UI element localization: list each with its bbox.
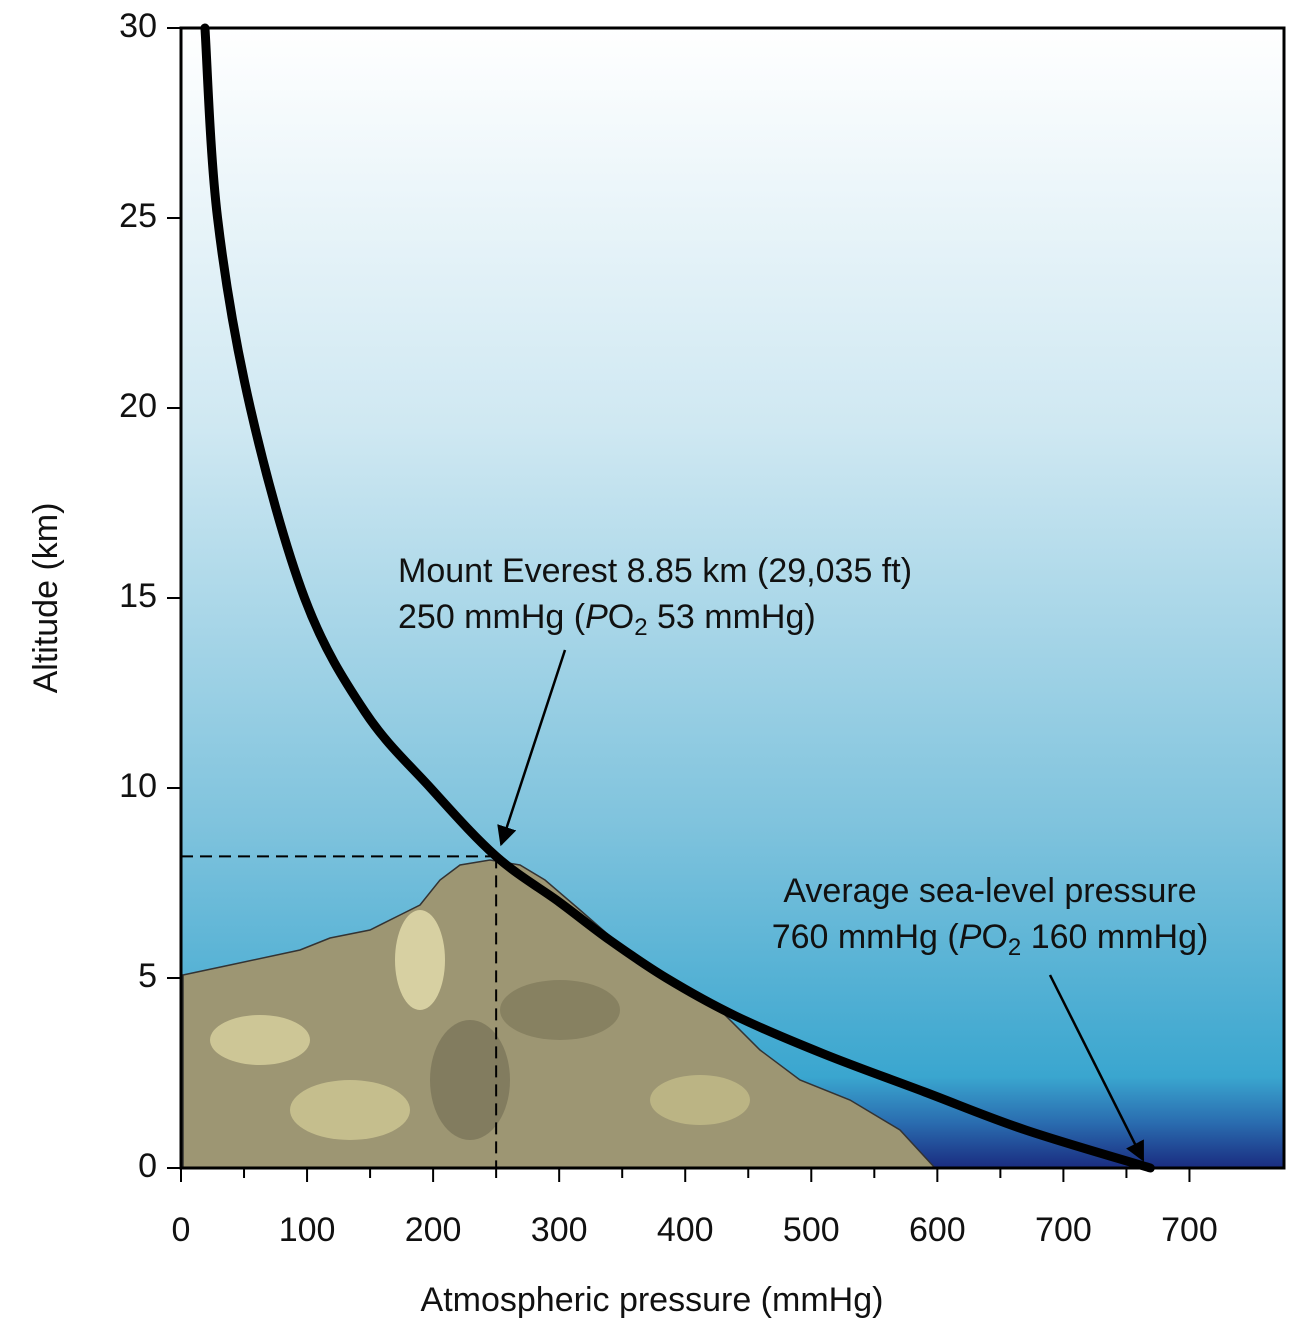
annotation-part: Average sea-level pressure [783,872,1196,910]
annotation-arrow [1048,974,1145,1162]
annotation-part: O [608,598,634,636]
x-tick-label: 700 [1035,1211,1092,1249]
annotation-text: Average sea-level pressure [783,872,1196,910]
y-tick-label: 0 [138,1147,157,1185]
mountain [182,859,937,1169]
annotation-part: P [585,598,608,636]
x-tick-label: 100 [279,1211,336,1249]
annotation-part: 160 mmHg) [1021,918,1208,956]
annotation-part: 250 mmHg ( [398,598,586,636]
x-tick-label: 300 [531,1211,588,1249]
x-tick-label: 600 [909,1211,966,1249]
y-tick-label: 30 [119,7,157,45]
annotation-part: 53 mmHg) [648,598,816,636]
x-tick-label: 0 [172,1211,191,1249]
annotation-part: Mount Everest 8.85 km (29,035 ft) [398,552,912,590]
annotation-part: P [959,918,982,956]
y-axis-label: Altitude (km) [27,503,65,694]
pressure-curve [200,23,1155,1173]
annotation-part: 2 [634,614,647,641]
x-tick-label: 500 [783,1211,840,1249]
annotation-text: 760 mmHg (PO2 160 mmHg) [772,918,1209,961]
annotation-part: 2 [1008,934,1021,961]
x-tick-label: 400 [657,1211,714,1249]
y-tick-label: 5 [138,957,157,995]
y-tick-label: 20 [119,387,157,425]
x-axis-label: Atmospheric pressure (mmHg) [421,1281,884,1319]
y-tick-label: 25 [119,197,157,235]
x-tick-label: 200 [405,1211,462,1249]
annotation-text: 250 mmHg (PO2 53 mmHg) [398,598,816,641]
annotation-arrow [497,649,567,847]
annotation-part: 760 mmHg ( [772,918,960,956]
y-tick-label: 15 [119,577,157,615]
x-tick-label: 700 [1161,1211,1218,1249]
annotation-part: O [981,918,1007,956]
y-tick-label: 10 [119,767,157,805]
annotation-text: Mount Everest 8.85 km (29,035 ft) [398,552,912,590]
